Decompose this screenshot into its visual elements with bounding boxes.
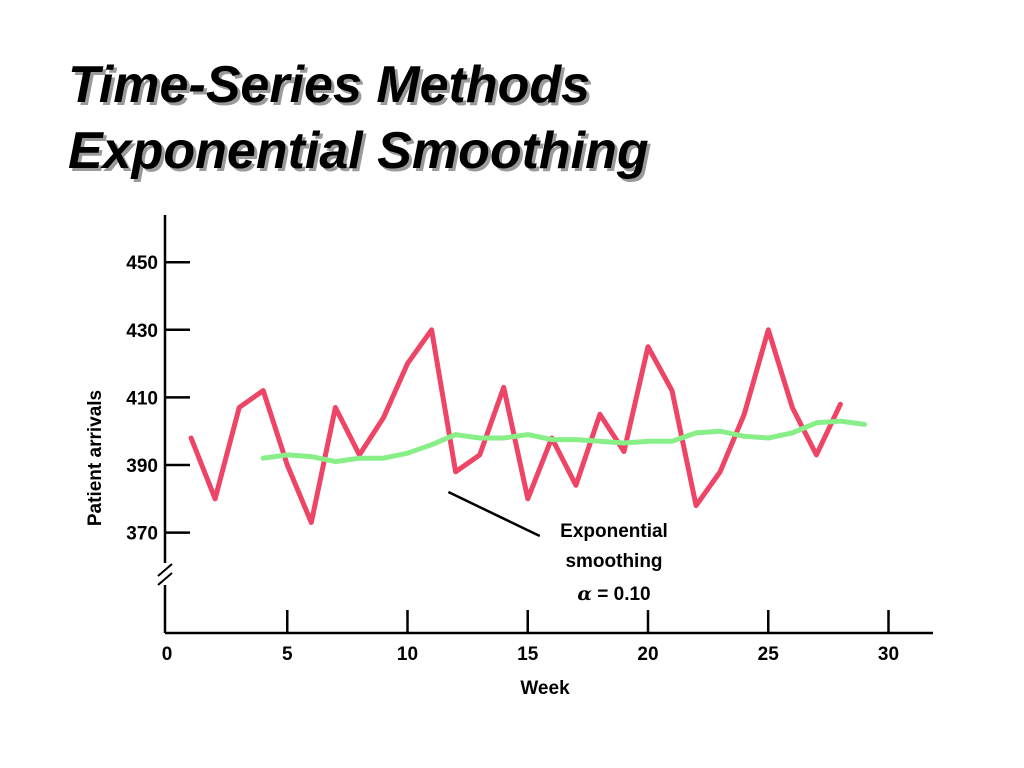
x-tick-label: 5 — [282, 644, 293, 665]
x-ticks: 0 5 10 15 20 25 30 — [162, 610, 899, 665]
y-ticks: 370 390 410 430 450 — [126, 253, 190, 545]
title-line-1: Time-Series Methods — [68, 56, 591, 114]
y-axis-label: Patient arrivals — [85, 390, 106, 526]
x-axis-label: Week — [520, 678, 570, 699]
alpha-value: = 0.10 — [597, 584, 650, 605]
y-tick-label: 450 — [126, 253, 158, 274]
x-tick-label: 0 — [162, 644, 173, 665]
annotation-pointer — [447, 490, 541, 538]
annotation-line-1: Exponential — [560, 521, 668, 542]
axis-break-mark-2 — [157, 572, 173, 586]
y-tick-label: 410 — [126, 388, 158, 409]
y-tick-label: 430 — [126, 321, 158, 342]
axis-break-mark-1 — [157, 563, 173, 577]
x-tick-label: 25 — [758, 644, 780, 665]
y-tick-label: 370 — [126, 524, 158, 545]
alpha-symbol: α — [577, 583, 592, 605]
x-tick-label: 10 — [397, 644, 418, 665]
annotation-alpha: α = 0.10 — [577, 583, 650, 605]
series-line-actual — [188, 327, 843, 525]
y-tick-label: 390 — [126, 456, 158, 477]
slide-title: Time-Series Methods Exponential Smoothin… — [68, 52, 649, 184]
series-layer — [188, 327, 867, 525]
x-tick-label: 20 — [637, 644, 658, 665]
x-tick-label: 15 — [517, 644, 539, 665]
title-line-2: Exponential Smoothing — [68, 122, 649, 180]
x-tick-label: 30 — [878, 644, 899, 665]
annotation-line-2: smoothing — [565, 551, 662, 572]
series-line-smoothed — [260, 418, 867, 465]
